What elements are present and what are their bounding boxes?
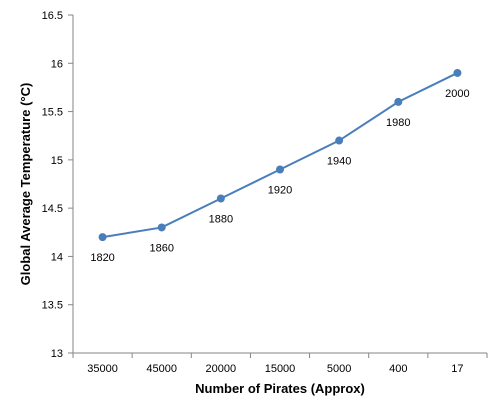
- y-tick-label: 15: [51, 155, 63, 167]
- y-axis-title: Global Average Temperature (°C): [18, 83, 33, 286]
- data-point: [453, 68, 462, 77]
- y-tick-label: 14.5: [42, 203, 63, 215]
- data-label: 1980: [386, 117, 410, 129]
- x-tick-label: 15000: [265, 363, 296, 375]
- data-label: 1920: [268, 185, 292, 197]
- x-axis: 35000 45000 20000 15000 5000 400 17: [72, 352, 488, 375]
- x-tick-label: 20000: [206, 363, 237, 375]
- data-label: 1860: [149, 242, 173, 254]
- data-point: [216, 194, 225, 203]
- data-point: [98, 233, 107, 242]
- data-point: [394, 97, 403, 106]
- data-point: [335, 136, 344, 145]
- y-tick-label: 15.5: [42, 107, 63, 119]
- y-tick-label: 14: [51, 251, 63, 263]
- y-axis: 13 13.5 14 14.5 15 15.5 16 16.5: [42, 10, 74, 360]
- y-tick-label: 16: [51, 58, 63, 70]
- data-label: 1820: [90, 252, 114, 264]
- y-tick-label: 13.5: [42, 300, 63, 312]
- x-tick-label: 35000: [87, 363, 118, 375]
- data-point: [276, 165, 284, 174]
- x-tick-label: 45000: [146, 363, 177, 375]
- series-layer: 1820 1860 1880 1920 1940 1980 2000: [90, 68, 470, 264]
- data-label: 2000: [445, 88, 469, 100]
- data-label: 1940: [327, 156, 351, 168]
- y-tick-label: 13: [51, 348, 63, 360]
- data-label: 1880: [209, 213, 233, 225]
- data-point: [157, 223, 166, 232]
- x-tick-label: 5000: [327, 363, 351, 375]
- series-line: [102, 72, 458, 239]
- x-tick-label: 17: [451, 363, 463, 375]
- y-tick-label: 16.5: [42, 10, 63, 22]
- x-axis-title: Number of Pirates (Approx): [195, 381, 365, 396]
- x-tick-label: 400: [389, 363, 407, 375]
